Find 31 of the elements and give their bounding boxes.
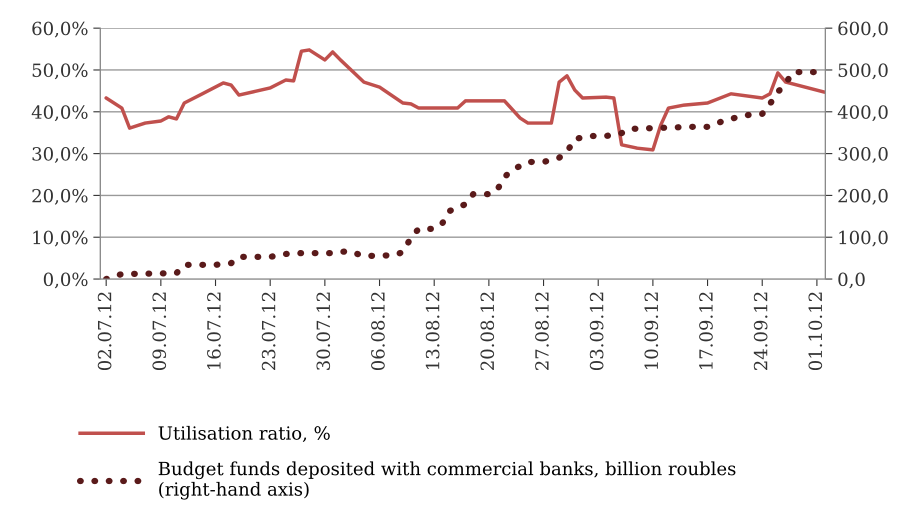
y-tick-label: 60,0% bbox=[32, 22, 88, 38]
x-tick-label: 10.09.12 bbox=[644, 292, 658, 370]
x-tick-label: 06.08.12 bbox=[371, 292, 385, 370]
x-tick-label: 17.09.12 bbox=[699, 292, 713, 370]
x-tick-label: 01.10.12 bbox=[808, 292, 822, 370]
y2-tick-label: 100,0 bbox=[839, 230, 888, 247]
x-tick-label: 13.08.12 bbox=[426, 292, 440, 370]
x-tick-label: 23.07.12 bbox=[262, 292, 276, 370]
y-tick-label: 20,0% bbox=[32, 188, 88, 205]
legend-label: Budget funds deposited with commercial banks, billion roubles (right-hand axis) bbox=[158, 461, 736, 500]
x-tick-label: 20.08.12 bbox=[480, 292, 494, 370]
legend-label: Utilisation ratio, % bbox=[158, 426, 330, 442]
x-tick-label: 02.07.12 bbox=[98, 292, 112, 370]
x-tick-label: 16.07.12 bbox=[207, 292, 221, 370]
y2-tick-label: 600,0 bbox=[838, 22, 888, 38]
y2-tick-label: 0,0 bbox=[838, 272, 865, 288]
y-tick-label: 50,0% bbox=[32, 63, 88, 80]
line-series bbox=[104, 48, 826, 152]
y2-tick-label: 500,0 bbox=[838, 63, 888, 80]
x-tick-label: 27.08.12 bbox=[535, 292, 549, 370]
x-tick-label: 24.09.12 bbox=[754, 292, 768, 370]
x-tick-label: 03.09.12 bbox=[590, 292, 604, 370]
y-tick-label: 0,0% bbox=[44, 272, 88, 288]
y2-tick-label: 300,0 bbox=[838, 147, 888, 163]
x-tick-label: 09.07.12 bbox=[152, 292, 166, 370]
y-tick-label: 10,0% bbox=[33, 230, 88, 247]
y2-tick-label: 400,0 bbox=[838, 105, 888, 122]
y-tick-label: 40,0% bbox=[32, 105, 88, 122]
x-tick-label: 30.07.12 bbox=[316, 292, 330, 370]
y2-tick-label: 200,0 bbox=[838, 188, 888, 205]
y-tick-label: 30,0% bbox=[32, 147, 88, 163]
